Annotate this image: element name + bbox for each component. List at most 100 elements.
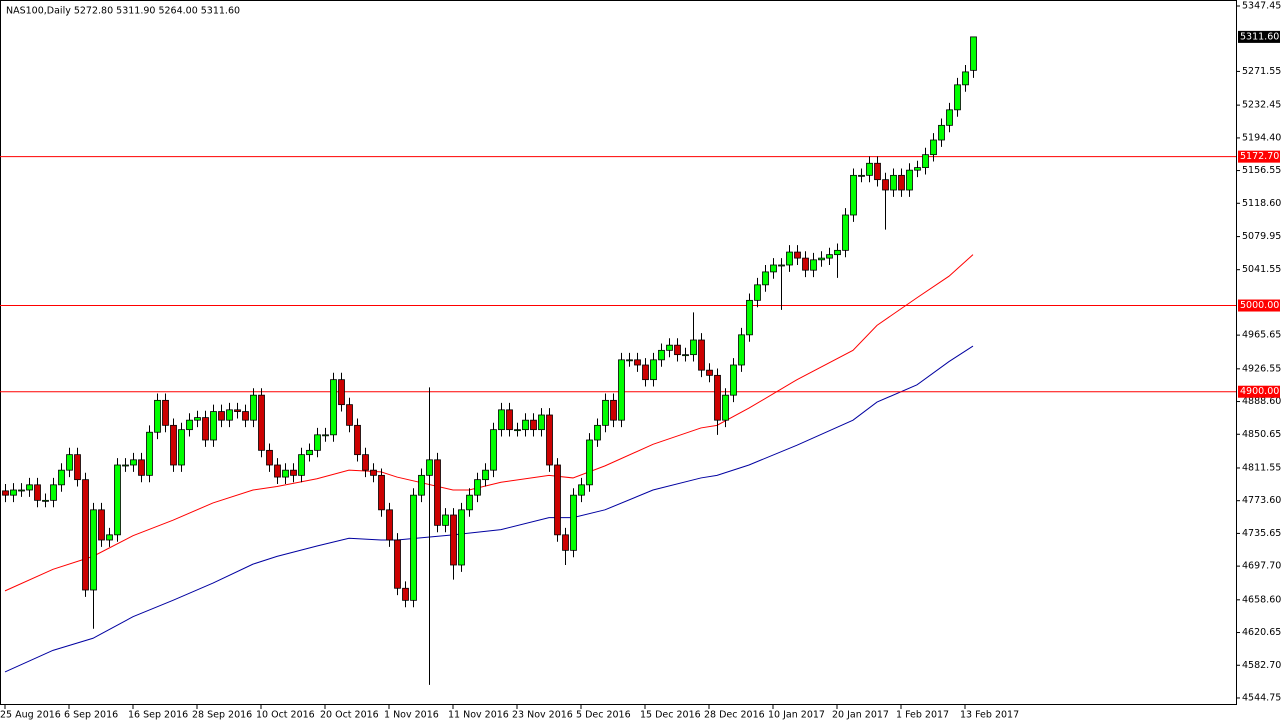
candle-body (434, 459, 441, 526)
x-tick-label: 28 Sep 2016 (192, 710, 252, 721)
candle-body (554, 464, 561, 536)
candle-body (594, 424, 601, 441)
candle-body (202, 417, 209, 441)
candle-body (58, 469, 65, 486)
candle-body (378, 474, 385, 511)
candle-body (138, 459, 145, 476)
candle-body (506, 409, 513, 431)
candle-body (618, 359, 625, 421)
candle-body (970, 36, 977, 71)
candle-body (34, 484, 41, 501)
candle-body (642, 364, 649, 381)
candle-body (346, 404, 353, 426)
candle-body (66, 454, 73, 471)
candle-body (778, 264, 785, 267)
candle-body (634, 359, 641, 366)
candle-body (578, 484, 585, 496)
last-price-label: 5311.60 (1240, 31, 1279, 42)
candle-body (794, 251, 801, 259)
y-tick-label: 4544.75 (1242, 692, 1281, 703)
candle-body (754, 284, 761, 301)
candle-body (498, 409, 505, 431)
candle-body (890, 174, 897, 191)
level-label-box (1238, 150, 1280, 163)
candle-body (74, 454, 81, 481)
candle-body (258, 394, 265, 451)
candle-body (394, 539, 401, 589)
candle-body (658, 349, 665, 361)
candle-body (50, 484, 57, 501)
candle-body (690, 339, 697, 356)
candle-body (810, 259, 817, 271)
candle-body (322, 434, 329, 437)
candle-body (914, 167, 921, 171)
candle-body (10, 489, 17, 496)
candle-body (210, 411, 217, 441)
candle-body (722, 394, 729, 421)
y-tick-label: 5347.45 (1242, 0, 1281, 11)
candle-body (130, 459, 137, 466)
candle-body (802, 257, 809, 271)
candle-body (290, 469, 297, 476)
candle-body (314, 434, 321, 451)
candle-body (114, 464, 121, 536)
candle-body (2, 490, 9, 496)
candle-body (466, 494, 473, 511)
candle-body (298, 454, 305, 476)
candle-body (762, 271, 769, 286)
candle-body (546, 414, 553, 466)
candle-body (818, 257, 825, 261)
candle-body (218, 411, 225, 421)
candle-body (226, 409, 233, 421)
candle-body (682, 354, 689, 357)
x-tick-label: 20 Oct 2016 (320, 710, 379, 721)
candle-body (826, 254, 833, 259)
x-tick-label: 5 Dec 2016 (576, 710, 631, 721)
candle-body (706, 369, 713, 376)
candle-body (962, 71, 969, 86)
candle-body (530, 419, 537, 431)
candle-body (738, 334, 745, 366)
candle-body (666, 344, 673, 351)
candle-body (922, 154, 929, 168)
candle-body (458, 509, 465, 566)
candle-body (954, 84, 961, 111)
candle-body (674, 344, 681, 356)
candle-body (610, 399, 617, 421)
y-tick-label: 5079.95 (1242, 231, 1281, 242)
candle-body (162, 399, 169, 426)
candle-body (938, 124, 945, 141)
candle-body (362, 454, 369, 471)
candle-body (746, 299, 753, 336)
x-tick-label: 10 Jan 2017 (768, 710, 825, 721)
candle-body (26, 484, 33, 491)
candle-body (250, 394, 257, 421)
x-tick-label: 1 Nov 2016 (384, 710, 439, 721)
y-tick-label: 5194.40 (1242, 132, 1281, 143)
y-tick-label: 5041.55 (1242, 264, 1281, 275)
candle-body (98, 509, 105, 541)
y-tick-label: 5118.60 (1242, 198, 1281, 209)
candle-body (42, 499, 49, 502)
candle-body (402, 587, 409, 601)
candle-body (282, 469, 289, 478)
candle-body (474, 479, 481, 496)
candle-body (122, 464, 129, 467)
x-tick-label: 10 Oct 2016 (256, 710, 315, 721)
candle-body (18, 489, 25, 492)
candle-body (858, 174, 865, 177)
x-tick-label: 15 Dec 2016 (640, 710, 701, 721)
candle-body (234, 409, 241, 412)
candle-body (482, 469, 489, 481)
x-tick-label: 11 Nov 2016 (448, 710, 509, 721)
candle-body (698, 339, 705, 371)
y-tick-label: 4965.65 (1242, 330, 1281, 341)
y-tick-label: 4620.65 (1242, 627, 1281, 638)
candle-body (82, 479, 89, 591)
candle-body (410, 494, 417, 601)
candle-body (866, 162, 873, 176)
chart-title: NAS100,Daily 5272.80 5311.90 5264.00 531… (6, 6, 240, 17)
candle-body (178, 429, 185, 466)
y-tick-label: 4926.55 (1242, 363, 1281, 374)
candle-body (90, 509, 97, 591)
